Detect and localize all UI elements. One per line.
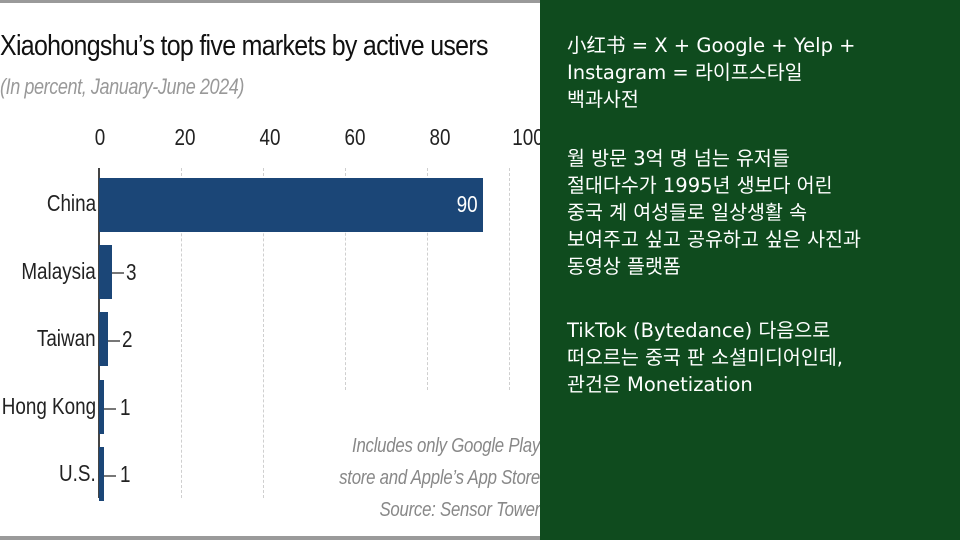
notes-line: 보여주고 싶고 공유하고 싶은 사진과 — [567, 228, 861, 251]
x-tick-40: 40 — [259, 124, 281, 150]
notes-line: Instagram = 라이프스타일 — [567, 61, 803, 84]
notes-line: 동영상 플랫폼 — [567, 255, 681, 278]
notes-line: 월 방문 3억 명 넘는 유저들 — [567, 147, 790, 170]
notes-line: TikTok (Bytedance) 다음으로 — [567, 319, 831, 342]
bar-us — [99, 447, 104, 501]
chart-subtitle: (In percent, January-June 2024) — [0, 74, 245, 99]
notes-block-definition: 小红书 = X + Google + Yelp + Instagram = 라이… — [567, 32, 855, 113]
leader-line-taiwan — [108, 340, 120, 342]
bar-chart: 0 20 40 60 80 100 China 90 Malaysia 3 Ta… — [1, 124, 540, 501]
bar-china — [99, 178, 483, 232]
bar-malaysia — [99, 245, 112, 299]
category-label-malaysia: Malaysia — [21, 258, 96, 284]
notes-panel: 小红书 = X + Google + Yelp + Instagram = 라이… — [540, 0, 960, 540]
x-tick-0: 0 — [94, 124, 106, 150]
gridline-100 — [509, 168, 510, 390]
top-divider — [0, 0, 540, 3]
note-line-2: store and Apple’s App Store — [339, 467, 540, 489]
gridline-60 — [345, 168, 346, 390]
category-label-taiwan: Taiwan — [37, 325, 96, 351]
bottom-divider — [0, 536, 540, 540]
x-tick-20: 20 — [174, 124, 196, 150]
bar-value-malaysia: 3 — [126, 259, 137, 285]
x-tick-80: 80 — [429, 124, 451, 150]
category-label-hong-kong: Hong Kong — [1, 393, 96, 419]
bar-hong-kong — [99, 380, 104, 434]
bar-taiwan — [99, 312, 108, 366]
x-tick-60: 60 — [344, 124, 366, 150]
category-label-us: U.S. — [59, 460, 96, 486]
category-label-china: China — [46, 190, 96, 216]
note-line-3: Source: Sensor Tower — [379, 499, 540, 521]
gridline-40 — [263, 168, 264, 498]
bar-value-hong-kong: 1 — [120, 394, 131, 420]
bar-value-china: 90 — [457, 191, 478, 217]
note-line-1: Includes only Google Play — [352, 435, 540, 457]
bar-value-us: 1 — [120, 461, 131, 487]
notes-line: 떠오르는 중국 판 소셜미디어인데, — [567, 346, 843, 369]
gridline-80 — [427, 168, 428, 390]
chart-source-note: Includes only Google Play store and Appl… — [280, 430, 540, 526]
notes-block-monetization: TikTok (Bytedance) 다음으로 떠오르는 중국 판 소셜미디어인… — [567, 317, 843, 398]
notes-block-users: 월 방문 3억 명 넘는 유저들 절대다수가 1995년 생보다 어린 중국 계… — [567, 145, 861, 280]
x-tick-100: 100 — [512, 124, 540, 150]
leader-line-hong-kong — [104, 408, 116, 410]
notes-line: 중국 계 여성들로 일상생활 속 — [567, 201, 808, 224]
chart-title: Xiaohongshu’s top five markets by active… — [0, 30, 488, 62]
leader-line-malaysia — [112, 272, 124, 274]
leader-line-us — [104, 475, 116, 477]
notes-line: 관건은 Monetization — [567, 373, 753, 396]
notes-line: 小红书 = X + Google + Yelp + — [567, 34, 856, 57]
y-axis-line — [98, 168, 100, 498]
chart-panel: Xiaohongshu’s top five markets by active… — [0, 0, 540, 540]
notes-line: 백과사전 — [567, 88, 639, 111]
notes-line: 절대다수가 1995년 생보다 어린 — [567, 174, 833, 197]
bar-value-taiwan: 2 — [122, 326, 133, 352]
gridline-20 — [181, 168, 182, 498]
